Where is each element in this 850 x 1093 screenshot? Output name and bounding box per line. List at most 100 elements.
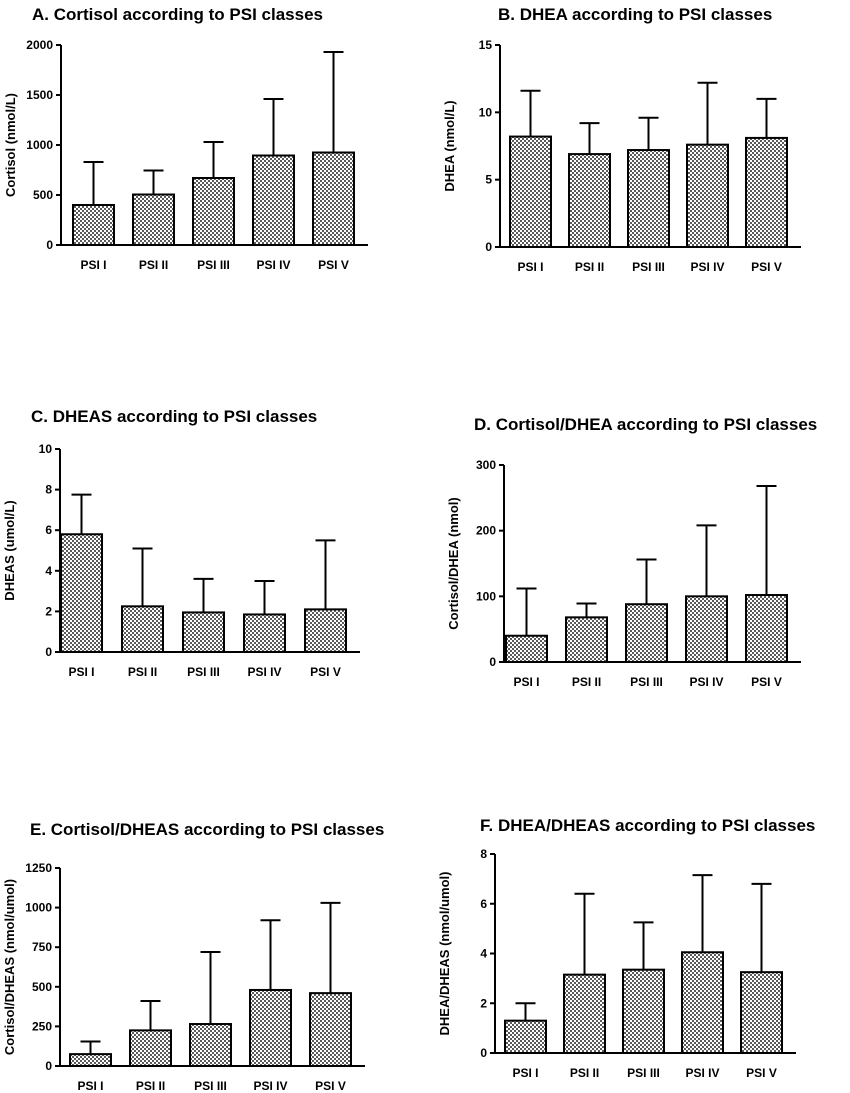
y-tick-label: 1500 xyxy=(26,88,53,102)
x-category-label: PSI I xyxy=(77,1079,103,1093)
chart-panel-c: C. DHEAS according to PSI classes DHEAS (… xyxy=(2,407,360,679)
y-tick-label: 2 xyxy=(45,604,52,618)
chart-title: A. Cortisol according to PSI classes xyxy=(32,5,323,24)
x-category-label: PSI V xyxy=(315,1079,346,1093)
bar xyxy=(625,603,668,663)
bar xyxy=(192,177,235,246)
y-axis-label: Cortisol/DHEAS (nmol/umol) xyxy=(2,879,17,1055)
x-category-label: PSI III xyxy=(632,260,665,274)
x-category-label: PSI IV xyxy=(247,665,281,679)
chart-panel-d: D. Cortisol/DHEA according to PSI classe… xyxy=(446,415,817,689)
y-tick-label: 1000 xyxy=(25,901,52,915)
y-tick-label: 1000 xyxy=(26,138,53,152)
y-tick-label: 250 xyxy=(32,1019,52,1033)
chart-title: F. DHEA/DHEAS according to PSI classes xyxy=(480,816,815,835)
chart-title: B. DHEA according to PSI classes xyxy=(498,5,772,24)
x-category-label: PSI IV xyxy=(253,1079,287,1093)
bar xyxy=(509,135,552,248)
bar xyxy=(563,973,606,1054)
chart-panel-b: B. DHEA according to PSI classes DHEA (nm… xyxy=(442,5,801,274)
y-tick-label: 1250 xyxy=(25,861,52,875)
bar xyxy=(685,595,728,663)
bar xyxy=(69,1053,112,1067)
bar xyxy=(60,533,103,654)
bar xyxy=(312,151,355,246)
y-tick-label: 15 xyxy=(479,38,493,52)
bar xyxy=(243,613,286,654)
y-tick-label: 200 xyxy=(476,524,496,538)
y-tick-label: 0 xyxy=(485,240,492,254)
bar xyxy=(189,1023,232,1068)
y-axis-label: Cortisol/DHEA (nmol) xyxy=(446,497,461,629)
y-tick-label: 500 xyxy=(32,980,52,994)
bar xyxy=(309,992,352,1067)
chart-panel-e: E. Cortisol/DHEAS according to PSI class… xyxy=(2,820,384,1093)
bar xyxy=(129,1029,172,1067)
y-tick-label: 2 xyxy=(480,996,487,1010)
x-category-label: PSI II xyxy=(136,1079,165,1093)
x-category-label: PSI IV xyxy=(685,1066,719,1080)
y-tick-label: 4 xyxy=(480,947,487,961)
y-axis-label: DHEA/DHEAS (nmol/umol) xyxy=(437,872,452,1036)
bar xyxy=(249,988,292,1068)
x-category-label: PSI V xyxy=(751,675,782,689)
bar xyxy=(745,136,788,248)
y-tick-label: 0 xyxy=(46,238,53,252)
bar xyxy=(505,634,548,664)
x-category-label: PSI III xyxy=(194,1079,227,1093)
x-category-label: PSI III xyxy=(627,1066,660,1080)
y-tick-label: 10 xyxy=(39,442,53,456)
bar xyxy=(121,605,164,654)
x-category-label: PSI II xyxy=(575,260,604,274)
y-tick-label: 5 xyxy=(485,173,492,187)
y-tick-label: 0 xyxy=(489,655,496,669)
bar xyxy=(72,204,115,246)
x-category-label: PSI III xyxy=(630,675,663,689)
bar xyxy=(745,594,788,664)
chart-panel-a: A. Cortisol according to PSI classes Cort… xyxy=(3,5,368,272)
y-tick-label: 300 xyxy=(476,458,496,472)
x-category-label: PSI I xyxy=(513,675,539,689)
bar xyxy=(504,1019,547,1054)
x-category-label: PSI II xyxy=(570,1066,599,1080)
y-axis-label: DHEA (nmol/L) xyxy=(442,100,457,191)
bar xyxy=(627,149,670,248)
y-tick-label: 10 xyxy=(479,105,493,119)
x-category-label: PSI I xyxy=(80,258,106,272)
x-category-label: PSI V xyxy=(318,258,349,272)
y-tick-label: 6 xyxy=(45,523,52,537)
y-tick-label: 4 xyxy=(45,564,52,578)
y-tick-label: 100 xyxy=(476,589,496,603)
chart-title: C. DHEAS according to PSI classes xyxy=(31,407,317,426)
x-category-label: PSI IV xyxy=(690,260,724,274)
y-tick-label: 0 xyxy=(480,1046,487,1060)
y-tick-label: 500 xyxy=(33,188,53,202)
bar xyxy=(565,616,608,664)
bar xyxy=(132,193,175,246)
bar xyxy=(182,611,225,653)
y-tick-label: 2000 xyxy=(26,38,53,52)
y-tick-label: 0 xyxy=(45,645,52,659)
y-axis-label: DHEAS (umol/L) xyxy=(2,500,17,600)
x-category-label: PSI II xyxy=(139,258,168,272)
x-category-label: PSI III xyxy=(197,258,230,272)
x-category-label: PSI IV xyxy=(256,258,290,272)
y-tick-label: 8 xyxy=(480,847,487,861)
y-tick-label: 6 xyxy=(480,897,487,911)
bar xyxy=(568,153,611,248)
bar xyxy=(686,143,729,248)
chart-panel-f: F. DHEA/DHEAS according to PSI classes DH… xyxy=(437,816,815,1080)
x-category-label: PSI V xyxy=(310,665,341,679)
x-category-label: PSI III xyxy=(187,665,220,679)
chart-title: E. Cortisol/DHEAS according to PSI class… xyxy=(30,820,384,839)
y-tick-label: 0 xyxy=(45,1059,52,1073)
y-axis-label: Cortisol (nmol/L) xyxy=(3,93,18,197)
bar xyxy=(304,608,347,653)
x-category-label: PSI I xyxy=(517,260,543,274)
bar xyxy=(740,971,783,1054)
y-tick-label: 750 xyxy=(32,940,52,954)
x-category-label: PSI V xyxy=(746,1066,777,1080)
bar xyxy=(622,968,665,1055)
x-category-label: PSI V xyxy=(751,260,782,274)
